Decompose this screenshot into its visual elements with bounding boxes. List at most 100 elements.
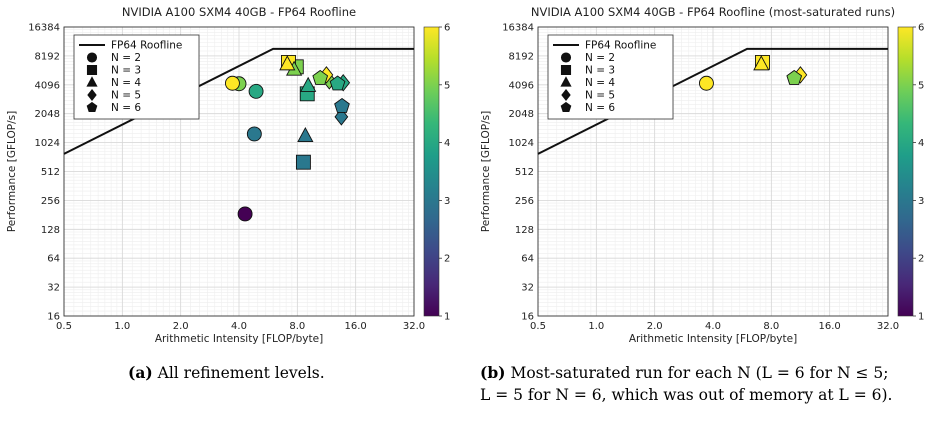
y-tick-label: 128 — [41, 225, 60, 236]
x-tick-label: 4.0 — [705, 321, 721, 332]
x-tick-label: 16.0 — [819, 321, 841, 332]
y-axis-label: Performance [GFLOP/s] — [6, 111, 18, 232]
x-axis-label: Arithmetic Intensity [FLOP/byte] — [155, 333, 323, 345]
colorbar-tick-label: 6 — [918, 23, 924, 34]
data-point-n4 — [279, 55, 296, 71]
plot-frame — [537, 26, 889, 317]
y-tick-label: 256 — [515, 196, 534, 207]
x-tick-label: 1.0 — [114, 321, 130, 332]
y-tick-label: 4096 — [35, 80, 60, 91]
x-tick-label: 16.0 — [345, 321, 367, 332]
x-tick-label: 8.0 — [763, 321, 779, 332]
legend-label: N = 4 — [111, 77, 141, 89]
legend-diamond-marker — [561, 88, 571, 102]
colorbar-tick-label: 2 — [444, 254, 450, 265]
legend-circle-marker — [560, 52, 572, 63]
colorbar-tick-label: 4 — [444, 138, 450, 149]
y-tick-label: 2048 — [35, 109, 60, 120]
grid — [537, 26, 889, 317]
y-tick-label: 64 — [47, 254, 60, 265]
y-tick-label: 4096 — [509, 80, 534, 91]
caption-a-text: All refinement levels. — [152, 364, 325, 382]
y-tick-label: 32 — [47, 283, 60, 294]
y-axis-label: Performance [GFLOP/s] — [480, 111, 492, 232]
chart-title: NVIDIA A100 SXM4 40GB - FP64 Roofline — [122, 5, 356, 19]
y-tick-label: 512 — [41, 167, 60, 178]
y-tick-label: 512 — [515, 167, 534, 178]
legend-pentagon-marker — [560, 101, 572, 113]
chart-title: NVIDIA A100 SXM4 40GB - FP64 Roofline (m… — [531, 5, 895, 19]
data-point-n6 — [312, 69, 329, 85]
data-point-n2 — [698, 75, 714, 91]
legend-label: N = 2 — [111, 52, 141, 64]
x-tick-label: 32.0 — [877, 321, 899, 332]
data-point-n2 — [224, 75, 240, 91]
y-tick-label: 16384 — [502, 23, 534, 34]
x-tick-label: 2.0 — [647, 321, 663, 332]
y-tick-label: 32 — [521, 283, 534, 294]
y-tick-label: 1024 — [35, 138, 60, 149]
legend-label: N = 2 — [585, 52, 615, 64]
legend-label: N = 6 — [111, 102, 141, 114]
data-point-n4 — [297, 126, 314, 143]
colorbar-tick-label: 3 — [918, 196, 924, 207]
roofline-chart-most-saturated: NVIDIA A100 SXM4 40GB - FP64 Roofline (m… — [480, 5, 924, 345]
colorbar-tick-label: 2 — [918, 254, 924, 265]
caption-a-label: (a) — [128, 363, 153, 382]
caption-b-line1: Most-saturated run for each N (L = 6 for… — [505, 364, 889, 382]
colorbar-tick-label: 4 — [918, 138, 924, 149]
data-point-n6 — [334, 97, 350, 113]
data-point-n6 — [329, 75, 346, 91]
x-tick-label: 4.0 — [231, 321, 247, 332]
colorbar-tick-label: 6 — [444, 23, 450, 34]
data-point-n4 — [753, 55, 770, 71]
colorbar-tick-label: 1 — [918, 312, 924, 323]
colorbar — [897, 26, 914, 317]
y-tick-label: 256 — [41, 196, 60, 207]
legend-label: N = 5 — [585, 90, 615, 102]
y-tick-label: 128 — [515, 225, 534, 236]
y-tick-label: 8192 — [509, 51, 534, 62]
data-point-n6 — [786, 69, 803, 85]
x-tick-label: 0.5 — [530, 321, 546, 332]
y-tick-label: 2048 — [509, 109, 534, 120]
legend-diamond-marker — [87, 88, 97, 102]
colorbar-tick-label: 5 — [444, 80, 450, 91]
legend-label: N = 5 — [111, 90, 141, 102]
legend-circle-marker — [86, 52, 98, 63]
legend-label: N = 4 — [585, 77, 615, 89]
legend-triangle-marker — [560, 76, 572, 87]
legend-label: FP64 Roofline — [585, 40, 656, 52]
data-point-n3 — [295, 154, 311, 170]
x-tick-label: 32.0 — [403, 321, 425, 332]
legend-label: FP64 Roofline — [111, 40, 182, 52]
legend-square-marker — [86, 64, 98, 76]
y-tick-label: 64 — [521, 254, 534, 265]
x-axis-label: Arithmetic Intensity [FLOP/byte] — [629, 333, 797, 345]
x-tick-label: 8.0 — [289, 321, 305, 332]
colorbar-tick-label: 5 — [918, 80, 924, 91]
data-point-n4 — [300, 76, 317, 92]
legend-label: N = 6 — [585, 102, 615, 114]
y-tick-label: 8192 — [35, 51, 60, 62]
x-tick-label: 2.0 — [173, 321, 189, 332]
roofline-chart-all-levels: NVIDIA A100 SXM4 40GB - FP64 Roofline 0.5… — [6, 5, 450, 345]
y-tick-label: 16384 — [28, 23, 60, 34]
legend-triangle-marker — [86, 76, 98, 87]
caption-b-label: (b) — [480, 363, 506, 382]
plot-frame — [63, 26, 415, 317]
data-point-n2 — [237, 206, 253, 222]
legend-pentagon-marker — [86, 101, 98, 113]
colorbar-tick-label: 1 — [444, 312, 450, 323]
y-tick-label: 16 — [47, 312, 60, 323]
legend-label: N = 3 — [111, 65, 141, 77]
caption-b: (b) Most-saturated run for each N (L = 6… — [480, 362, 940, 406]
legend-label: N = 3 — [585, 65, 615, 77]
data-point-n2 — [248, 83, 264, 99]
legend-square-marker — [560, 64, 572, 76]
colorbar — [423, 26, 440, 317]
data-point-n2 — [246, 126, 262, 142]
x-tick-label: 0.5 — [56, 321, 72, 332]
